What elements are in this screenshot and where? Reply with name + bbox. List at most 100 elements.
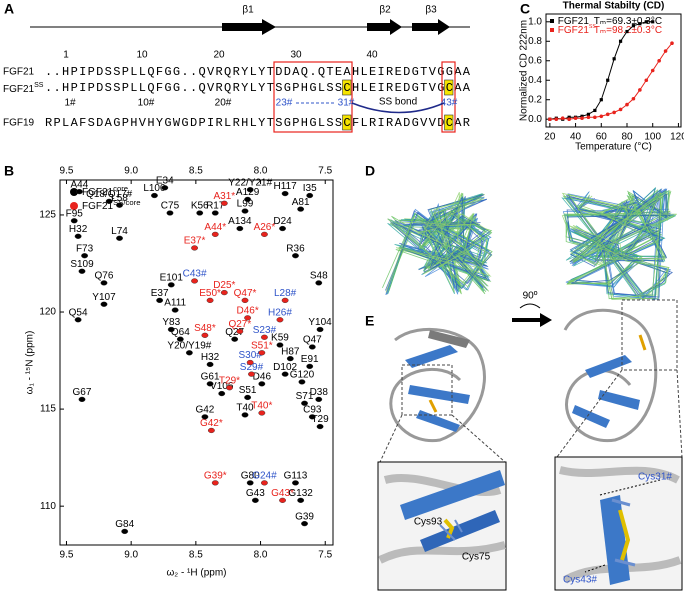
- peak: [231, 336, 239, 342]
- legend-name: FGF21: [558, 25, 590, 36]
- row-name: FGF21SS: [3, 82, 44, 95]
- y-tick-label: 0.2: [528, 94, 542, 105]
- x-tick-label: 7.5: [318, 166, 332, 177]
- x-tick-label: 9.0: [124, 166, 138, 177]
- x-tick-label: 7.5: [318, 550, 332, 561]
- peak: [206, 361, 214, 368]
- peak-label: I35: [303, 183, 317, 194]
- x-tick-label: 9.5: [60, 550, 74, 561]
- legend-swatch: [70, 188, 78, 196]
- peak-label: S30#: [239, 350, 263, 361]
- plot-frame: [59, 179, 334, 546]
- region-box: [273, 61, 353, 133]
- peak-label: A44: [71, 179, 89, 190]
- ensemble-trace: [385, 196, 491, 296]
- peak-label: Q76: [95, 271, 114, 282]
- peak-label: E34: [156, 175, 174, 186]
- ss-bond-line: [351, 102, 445, 114]
- data-point: [580, 114, 584, 118]
- legend-note: Tₘ=69.3±0.3°C: [594, 16, 662, 27]
- panel-label: C: [520, 1, 530, 17]
- peak: [220, 200, 228, 206]
- y-tick-label: 120: [39, 307, 56, 318]
- ribbon-right: [563, 308, 658, 443]
- peak: [286, 356, 294, 362]
- peak: [258, 410, 266, 416]
- peak: [306, 192, 314, 199]
- peak-label: L74: [111, 226, 128, 237]
- strand-label: β1: [242, 5, 254, 16]
- peak-label: L100: [143, 183, 166, 194]
- peak-label: G24#: [252, 471, 277, 482]
- peak-label: G43: [246, 488, 265, 499]
- peak-label: A26*: [254, 222, 276, 233]
- peak-label: Q64: [171, 327, 190, 338]
- ensemble-trace: [563, 189, 677, 300]
- legend-swatch: [550, 28, 554, 32]
- peak-label: G120: [290, 370, 315, 381]
- legend-entry: FGF21SS/core: [82, 198, 140, 212]
- peak-label: K59: [271, 333, 289, 344]
- peak: [236, 225, 244, 232]
- peak-label: C75: [161, 201, 180, 212]
- peak: [292, 253, 299, 259]
- peak: [191, 245, 198, 251]
- peak: [76, 189, 83, 195]
- secondary-structure: β1 β2 β3: [30, 5, 470, 35]
- y-tick-label: 0.4: [528, 75, 542, 86]
- data-point: [670, 41, 674, 46]
- y-tick-label: 0.6: [528, 55, 542, 66]
- peak: [276, 317, 284, 323]
- peak: [100, 301, 108, 307]
- peak-label: F95: [66, 208, 84, 219]
- x-tick-label: 100: [644, 132, 661, 143]
- peak: [166, 210, 174, 216]
- data-point: [586, 115, 591, 120]
- peak: [70, 218, 78, 224]
- peak: [308, 414, 316, 420]
- peak: [236, 328, 244, 335]
- peak: [261, 334, 268, 340]
- peak-label: A44*: [204, 222, 226, 233]
- peak-label: L99: [237, 199, 254, 210]
- sequence: ..HPIPDSSPLLQFGG..QVRQRYLYTSGPHGLSSCHLEI…: [45, 81, 471, 95]
- peak: [301, 521, 308, 527]
- peak: [78, 268, 86, 274]
- cys-highlight: [444, 79, 454, 96]
- data-point: [631, 24, 636, 28]
- row-name-sup: SS: [34, 82, 44, 89]
- peak: [105, 198, 113, 204]
- zoom-box: [401, 364, 453, 416]
- data-point: [625, 29, 629, 34]
- data-point: [593, 108, 597, 113]
- peak-label: T40*: [251, 401, 272, 412]
- chart-title: Thermal Stabilty (CD): [563, 1, 665, 12]
- peak-label: A81: [292, 197, 310, 208]
- peak: [244, 394, 252, 401]
- peak-label: C93: [303, 405, 322, 416]
- peak: [306, 363, 314, 369]
- y-tick-label: 125: [39, 210, 56, 221]
- peak-label: E101: [160, 272, 184, 283]
- rotation-label: 90º: [523, 291, 538, 302]
- data-point: [606, 78, 610, 82]
- y-axis-label: Normalized CD 222nm: [519, 20, 530, 121]
- peak: [121, 528, 129, 535]
- peak: [220, 290, 228, 296]
- peak-label: G61: [201, 371, 220, 382]
- peak-label: T29*: [219, 375, 240, 386]
- inset-right: [554, 456, 683, 591]
- strand-arrow: [367, 19, 402, 35]
- peak-label: D25*: [213, 280, 235, 291]
- residue-label: Cys93: [414, 517, 443, 528]
- peak-label: S51*: [251, 340, 273, 351]
- x-tick-label: 8.0: [254, 550, 268, 561]
- legend-swatch: [550, 19, 554, 23]
- peak: [201, 332, 209, 338]
- peak-label: S48*: [194, 323, 216, 334]
- peak: [74, 233, 82, 239]
- peak-label: F73: [76, 243, 94, 254]
- data-point: [644, 78, 649, 83]
- residue-label: Cys31#: [638, 472, 672, 483]
